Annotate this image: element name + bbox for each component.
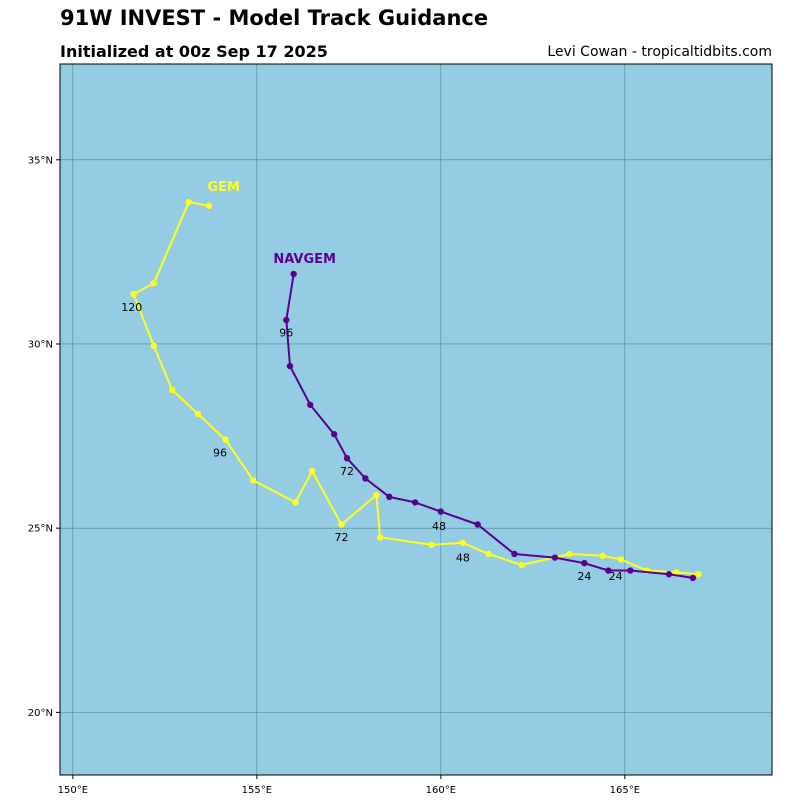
gem-track-point xyxy=(376,534,384,541)
gem-track: 24 48 72 96 120 GEM xyxy=(121,180,702,583)
lon-tick-label: 155°E xyxy=(242,785,272,796)
gem-track-point xyxy=(185,198,192,206)
navgem-hour-label: 48 xyxy=(432,520,446,533)
gem-track-point xyxy=(249,477,257,484)
navgem-track-point xyxy=(689,574,697,582)
navgem-track-point xyxy=(286,362,294,370)
navgem-track-point xyxy=(343,454,351,462)
navgem-track-point xyxy=(511,550,518,558)
ocean-background xyxy=(59,63,773,776)
navgem-track-point xyxy=(307,401,314,408)
gem-track-point xyxy=(169,386,176,394)
navgem-track-point xyxy=(290,270,297,278)
gem-track-point xyxy=(308,467,316,475)
navgem-track: 24 48 72 96 NAVGEM xyxy=(273,252,697,583)
navgem-track-point xyxy=(437,508,445,515)
page-title: 91W INVEST - Model Track Guidance xyxy=(60,6,489,30)
gem-track-point xyxy=(205,202,213,210)
navgem-track-point xyxy=(474,521,481,528)
lat-tick-label: 25°N xyxy=(28,524,53,535)
gem-track-point xyxy=(673,569,680,576)
gem-hour-label: 24 xyxy=(609,570,623,583)
navgem-track-line xyxy=(285,273,694,579)
gem-model-label: GEM xyxy=(207,180,240,195)
lon-tick-label: 160°E xyxy=(426,785,456,796)
navgem-hour-label: 72 xyxy=(340,465,354,478)
navgem-track-point xyxy=(605,567,612,574)
gem-track-point xyxy=(485,550,492,558)
gem-track-point xyxy=(194,410,202,418)
gem-track-point xyxy=(373,491,380,499)
navgem-track-point xyxy=(386,493,393,501)
axis-ticks: 150°E 155°E 160°E 165°E 20°N 25°N 30°N 35°N xyxy=(28,155,640,796)
navgem-hour-label: 96 xyxy=(279,327,293,340)
gem-hour-label: 72 xyxy=(334,531,348,544)
gem-track-point xyxy=(338,521,345,528)
map-frame xyxy=(59,63,773,776)
navgem-hour-label: 24 xyxy=(577,570,591,583)
navgem-model-label: NAVGEM xyxy=(273,252,336,267)
gem-track-point xyxy=(150,342,158,350)
navgem-track-point xyxy=(665,571,673,578)
gem-track-point xyxy=(695,571,702,578)
gem-hour-label: 120 xyxy=(121,301,142,314)
page-subtitle: Initialized at 00z Sep 17 2025 xyxy=(60,42,328,61)
navgem-track-point xyxy=(627,567,634,574)
gem-track-point xyxy=(130,291,137,298)
gem-track-point xyxy=(150,279,158,287)
credit-text: Levi Cowan - tropicaltidbits.com xyxy=(547,44,772,60)
gem-track-point xyxy=(617,556,625,563)
gem-track-point xyxy=(428,541,435,548)
lat-tick-label: 35°N xyxy=(28,155,53,166)
navgem-track-point xyxy=(581,559,588,567)
navgem-track-point xyxy=(283,316,290,324)
navgem-track-point xyxy=(362,475,369,482)
navgem-track-point xyxy=(551,554,559,561)
gem-hour-label: 96 xyxy=(213,446,227,459)
gem-track-point xyxy=(566,550,573,558)
model-tracks: 24 48 72 96 120 GEM 24 48 72 96 NAVGEM xyxy=(121,180,702,583)
gem-track-point xyxy=(599,552,606,560)
lat-tick-label: 20°N xyxy=(28,708,53,719)
gem-track-point xyxy=(292,499,299,506)
lon-tick-label: 150°E xyxy=(58,785,88,796)
navgem-track-point xyxy=(330,431,338,438)
navgem-track-point xyxy=(411,499,419,506)
lat-tick-label: 30°N xyxy=(28,339,53,350)
lon-tick-label: 165°E xyxy=(610,785,640,796)
gem-track-point xyxy=(222,436,229,443)
gem-track-point xyxy=(518,561,525,569)
gem-track-point xyxy=(459,539,467,547)
gem-hour-label: 48 xyxy=(456,551,470,564)
grid-lines xyxy=(60,64,772,775)
